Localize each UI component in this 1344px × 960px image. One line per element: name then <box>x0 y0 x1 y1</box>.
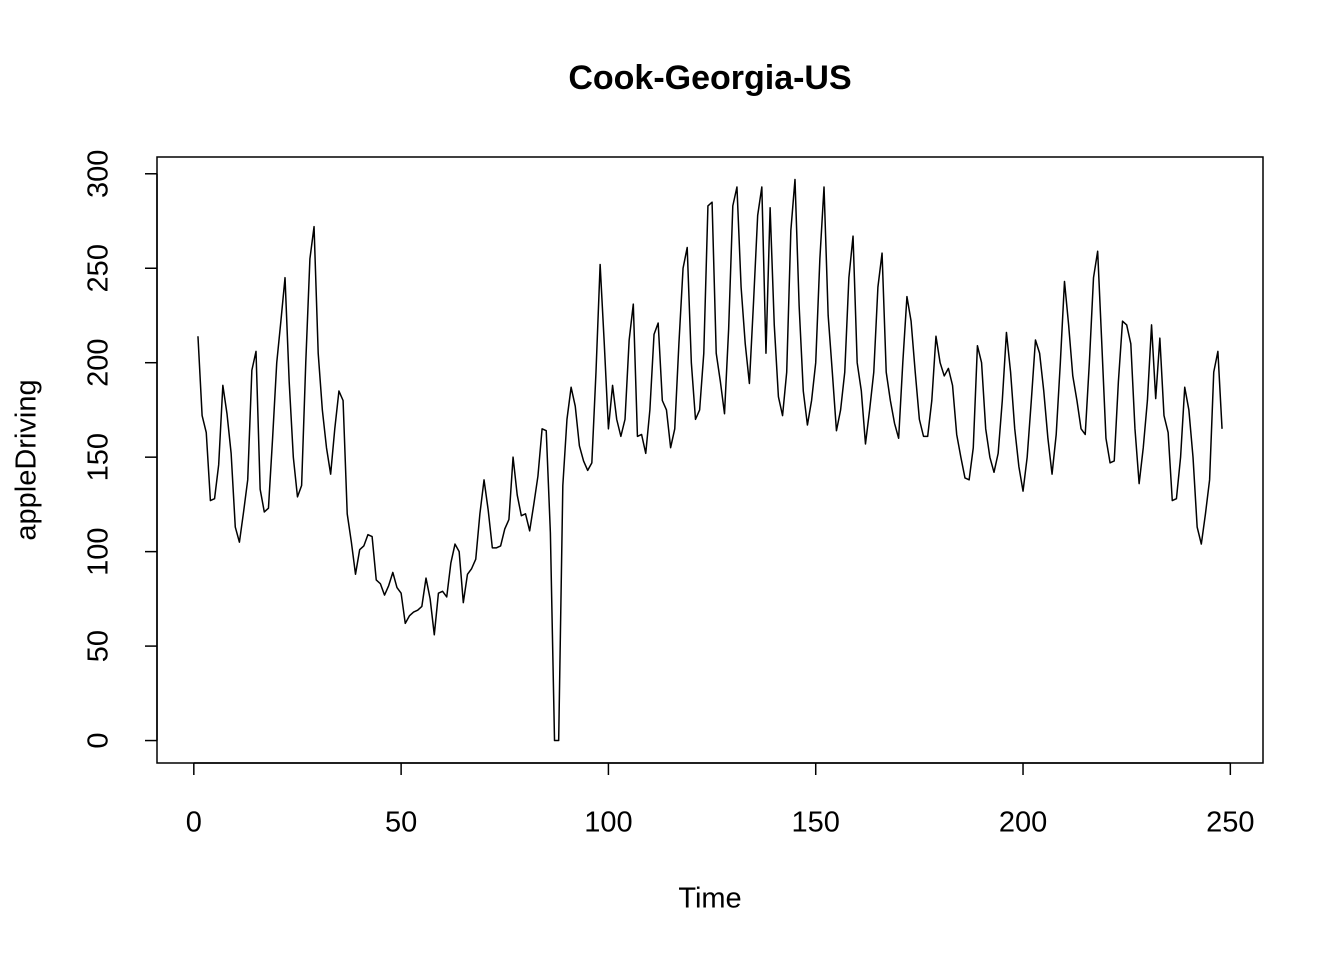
y-tick-label: 100 <box>83 527 115 575</box>
chart-title: Cook-Georgia-US <box>568 59 851 97</box>
y-tick-label: 200 <box>83 339 115 387</box>
x-tick-label: 150 <box>792 807 840 839</box>
x-tick-label: 50 <box>385 807 417 839</box>
x-axis-label: Time <box>678 883 741 915</box>
x-tick-label: 100 <box>584 807 632 839</box>
y-tick-label: 50 <box>83 630 115 662</box>
y-tick-label: 0 <box>83 732 115 748</box>
x-tick-label: 200 <box>999 807 1047 839</box>
x-tick-label: 0 <box>186 807 202 839</box>
x-tick-label: 250 <box>1206 807 1254 839</box>
data-line <box>197 178 1223 742</box>
y-tick-label: 300 <box>83 150 115 198</box>
y-tick-label: 150 <box>83 433 115 481</box>
y-tick-label: 250 <box>83 244 115 292</box>
y-axis-label: appleDriving <box>11 379 43 540</box>
